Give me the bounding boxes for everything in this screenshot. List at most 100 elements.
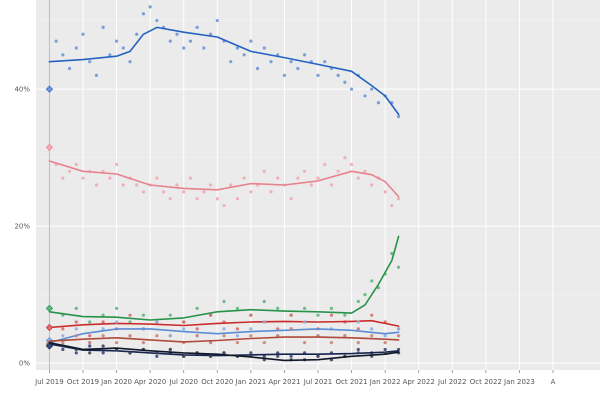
poll-point [135,32,139,36]
poll-point [208,340,213,345]
poll-point [336,169,340,173]
poll-point [135,183,139,187]
poll-point [235,327,240,331]
poll-point [302,320,307,324]
x-tick-label: Apr 2022 [403,378,435,386]
poll-point [155,18,159,23]
poll-point [155,354,159,358]
poll-point [195,334,199,338]
poll-point [208,354,213,358]
poll-point [222,299,226,304]
poll-point [94,183,99,187]
poll-point [61,176,65,180]
poll-point [356,299,360,304]
poll-point [108,176,112,180]
poll-point [276,176,280,180]
poll-point [61,53,65,57]
x-tick-label: Jan 2023 [503,378,535,386]
poll-point [349,87,354,91]
poll-point [356,340,360,345]
start-marker [45,143,54,151]
poll-point [222,327,226,331]
x-tick-label: Jul 2022 [437,378,467,386]
poll-point [128,320,132,324]
poll-point [188,39,193,43]
x-tick-label: Jul 2019 [34,378,64,386]
start-marker [45,342,54,350]
poll-point [390,203,394,208]
poll-point [175,183,179,187]
poll-point [61,340,65,345]
poll-point [396,265,401,269]
x-tick-label: Jan 2021 [234,378,266,386]
x-tick-label: Oct 2021 [335,378,367,386]
poll-point [249,190,253,194]
poll-point [155,334,159,338]
poll-point [302,169,307,173]
poll-point [343,155,347,160]
series-black [48,341,401,362]
poll-point [262,320,266,324]
poll-point [229,60,233,64]
poll-point [249,39,253,43]
poll-point [235,340,240,345]
poll-point [323,60,327,64]
poll-point [276,327,280,331]
poll-point [208,183,213,187]
poll-point [168,313,172,317]
poll-point [94,73,99,77]
poll-point [363,94,367,98]
poll-point [235,334,240,338]
poll-point [316,176,320,180]
x-tick-label: Jul 2020 [168,378,198,386]
x-tick-label: A [551,378,556,386]
poll-point [390,251,394,256]
start-marker [45,304,54,312]
poll-point [188,176,193,180]
x-tick-label: Jul 2021 [303,378,333,386]
poll-point [74,327,78,331]
trend-line [48,160,400,198]
poll-point [329,306,334,310]
poll-point [396,197,401,201]
trend-line [48,341,400,362]
poll-point [383,190,387,194]
poll-point [383,340,387,345]
poll-point [74,320,78,324]
poll-point [302,340,307,345]
y-tick-label: 40% [14,86,30,94]
poll-point [262,169,266,173]
poll-point [323,162,327,167]
poll-point [168,334,172,338]
poll-point [202,190,206,194]
poll-point [343,80,347,84]
start-marker [45,323,54,332]
poll-point [222,334,226,338]
poll-point [282,73,287,77]
poll-point [88,344,92,348]
poll-point [289,327,293,331]
poll-point [108,53,112,57]
poll-point [141,12,146,16]
poll-point [276,306,280,310]
poll-point [101,334,105,338]
poll-point [148,5,152,9]
poll-point [81,32,85,36]
poll-point [343,334,347,338]
x-tick-label: Apr 2021 [268,378,300,386]
poll-point [114,320,119,324]
poll-point [289,313,293,317]
poll-point [74,306,78,310]
poll-point [302,53,307,57]
poll-point [101,313,105,317]
poll-point [222,351,226,355]
poll-point [363,293,367,297]
poll-point [370,313,374,317]
poll-point [316,313,320,317]
poll-point [370,183,374,187]
poll-point [168,347,172,352]
poll-point [235,46,240,50]
poll-point [182,327,186,331]
poll-point [276,354,280,358]
